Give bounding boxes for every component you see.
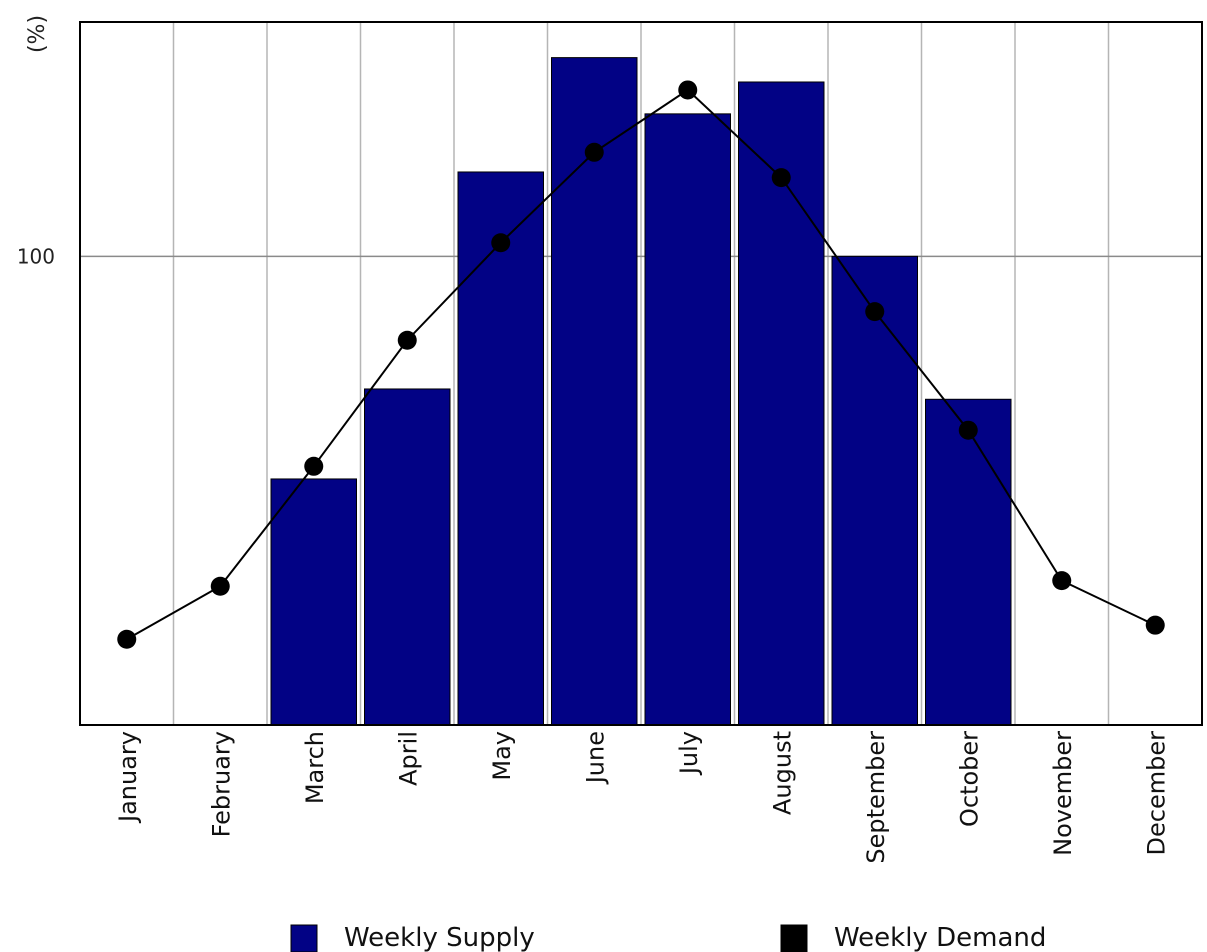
- supply-bar-october: [925, 398, 1012, 726]
- demand-point-january: [117, 629, 137, 649]
- supply-bar-july: [644, 113, 731, 726]
- y-tick-label: 100: [17, 244, 55, 268]
- x-tick-label-august: August: [768, 731, 796, 815]
- x-tick-label-february: February: [207, 731, 235, 837]
- demand-point-december: [1145, 615, 1165, 635]
- supply-bar-june: [551, 57, 638, 726]
- supply-bar-may: [457, 171, 544, 726]
- demand-point-august: [771, 168, 791, 188]
- x-tick-label-april: April: [394, 731, 422, 786]
- grid: [80, 22, 1202, 725]
- demand-point-july: [678, 80, 698, 100]
- y-axis-ticks: 100: [17, 244, 55, 268]
- legend-label-demand: Weekly Demand: [834, 923, 1046, 952]
- supply-bar-september: [831, 255, 918, 726]
- legend-label-supply: Weekly Supply: [344, 923, 535, 952]
- demand-point-october: [958, 420, 978, 440]
- x-tick-label-november: November: [1049, 731, 1077, 856]
- demand-point-september: [865, 302, 885, 322]
- x-tick-label-october: October: [955, 731, 983, 827]
- supply-bars: [270, 57, 1012, 726]
- demand-point-march: [304, 456, 324, 476]
- x-tick-label-june: June: [581, 731, 609, 785]
- x-axis-labels: January February March April May June July Augu…: [114, 731, 1171, 864]
- supply-bar-march: [270, 478, 357, 726]
- demand-point-june: [584, 142, 604, 162]
- x-tick-label-december: December: [1142, 731, 1170, 856]
- y-axis-label: (%): [25, 15, 50, 53]
- demand-point-april: [397, 330, 417, 350]
- x-tick-label-september: September: [862, 731, 890, 864]
- x-tick-label-march: March: [301, 731, 329, 804]
- x-tick-label-july: July: [675, 731, 703, 776]
- x-tick-label-january: January: [114, 731, 142, 824]
- legend-swatch-supply: [290, 924, 318, 952]
- supply-bar-april: [364, 388, 451, 726]
- demand-point-november: [1052, 571, 1072, 591]
- demand-point-may: [491, 233, 511, 253]
- plot-frame: [79, 21, 1203, 726]
- demand-line-path: [126, 88, 1156, 641]
- demand-point-february: [210, 576, 230, 596]
- legend: Weekly Supply Weekly Demand: [290, 923, 1046, 952]
- legend-swatch-demand: [780, 924, 808, 952]
- demand-line: [117, 80, 1165, 649]
- x-tick-label-may: May: [488, 731, 516, 781]
